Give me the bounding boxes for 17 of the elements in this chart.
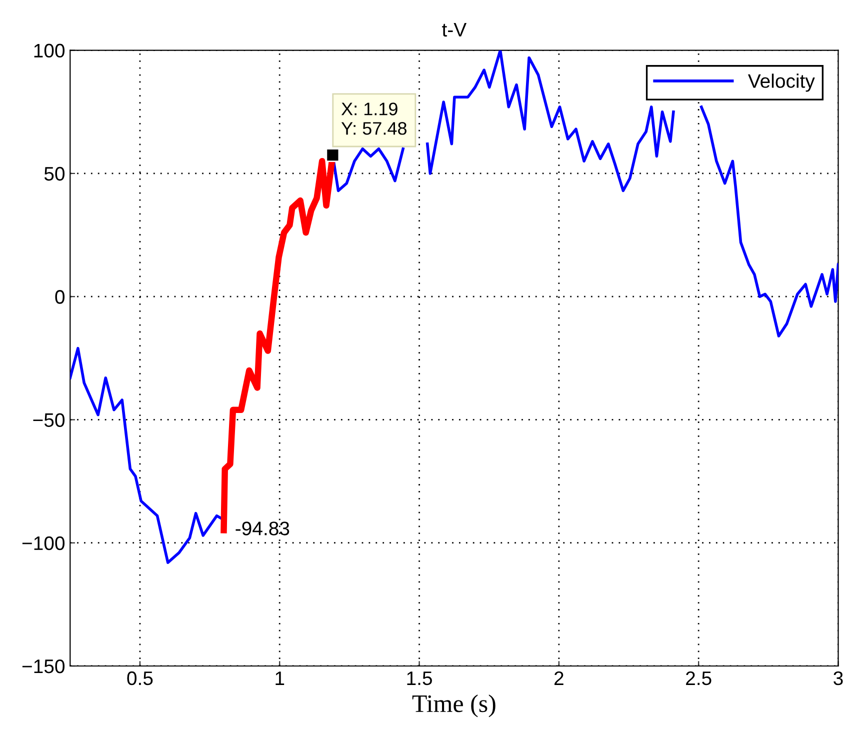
x-tick-label: 2.5 xyxy=(686,671,712,686)
annotation: -94.83 xyxy=(236,522,290,536)
x-tick-label: 1 xyxy=(276,672,284,685)
chart-title: t-V xyxy=(442,23,467,37)
x-tick-label: 3 xyxy=(834,671,843,686)
x-tick-label: 0.5 xyxy=(127,671,153,686)
y-tick-label: 0 xyxy=(55,290,65,304)
x-tick-label: 2 xyxy=(554,671,564,685)
x-tick-label: 1.5 xyxy=(407,672,432,686)
legend-label: Velocity xyxy=(748,74,815,92)
annotation: X: 1.19 Y: 57.48 xyxy=(341,102,406,135)
y-tick-label: −100 xyxy=(22,536,65,550)
y-tick-label: 50 xyxy=(44,166,65,181)
y-tick-label: −50 xyxy=(33,413,65,427)
y-tick-label: −150 xyxy=(22,659,65,674)
x-axis-title: Time (s) xyxy=(412,694,496,718)
y-tick-label: 100 xyxy=(34,44,65,58)
